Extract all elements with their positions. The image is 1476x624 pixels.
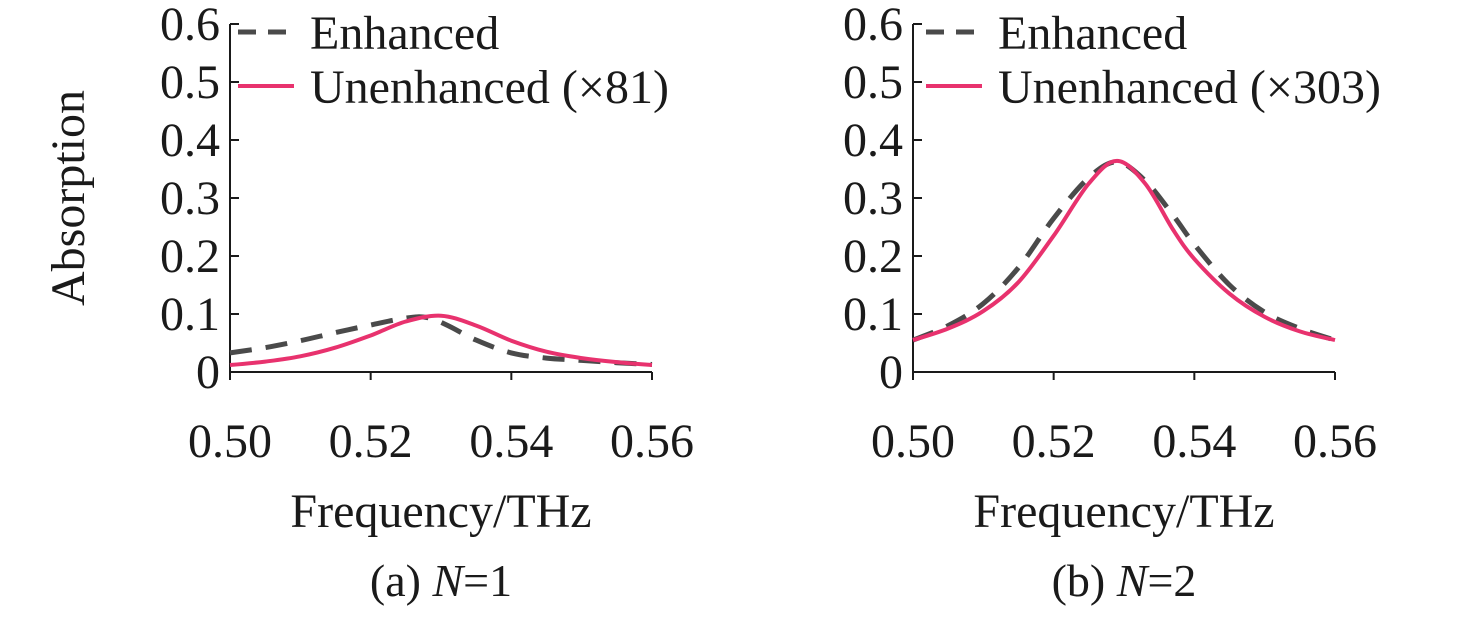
x-tick-label: 0.56 [610, 415, 694, 468]
x-tick-label: 0.54 [1152, 415, 1236, 468]
y-tick-label: 0.1 [160, 288, 220, 341]
x-axis-title: Frequency/THz [290, 485, 591, 538]
legend-label: Unenhanced (×81) [310, 61, 669, 114]
x-tick-label: 0.52 [329, 415, 413, 468]
caption-variable: N [431, 555, 465, 606]
y-tick-label: 0.2 [843, 230, 903, 283]
caption-prefix: (a) [370, 555, 433, 606]
y-tick-label: 0.1 [843, 288, 903, 341]
y-tick-label: 0.5 [160, 56, 220, 109]
x-tick-label: 0.50 [188, 415, 272, 468]
y-tick-label: 0.5 [843, 56, 903, 109]
x-tick-label: 0.54 [469, 415, 553, 468]
legend-label: Unenhanced (×303) [998, 61, 1381, 114]
x-tick-label: 0.50 [871, 415, 955, 468]
panel-a: 00.10.20.30.40.50.6 0.50 0.52 0.54 0.56 Frequ… [42, 0, 694, 606]
y-tick-label: 0.2 [160, 230, 220, 283]
y-tick-label: 0.4 [843, 114, 903, 167]
y-tick-label: 0.3 [160, 172, 220, 225]
panel-b: 00.10.20.30.40.50.6 0.50 0.52 0.54 0.56 Frequ… [843, 0, 1381, 606]
caption-suffix: =2 [1147, 555, 1196, 606]
legend-label: Enhanced [310, 7, 499, 60]
legend-label: Enhanced [998, 7, 1187, 60]
caption-variable: N [1116, 555, 1150, 606]
y-tick-label: 0 [879, 346, 903, 399]
y-tick-label: 0.6 [843, 0, 903, 51]
panel-caption: (b) N=2 [1052, 555, 1197, 606]
x-tick-label: 0.52 [1012, 415, 1096, 468]
caption-prefix: (b) [1052, 555, 1117, 606]
y-tick-label: 0.4 [160, 114, 220, 167]
y-tick-label: 0.3 [843, 172, 903, 225]
y-tick-label: 0 [196, 346, 220, 399]
caption-suffix: =1 [463, 555, 512, 606]
x-axis-title: Frequency/THz [973, 485, 1274, 538]
panel-caption: (a) N=1 [370, 555, 512, 606]
y-tick-label: 0.6 [160, 0, 220, 51]
series-line-unenhanced [912, 158, 1336, 343]
x-tick-label: 0.56 [1293, 415, 1377, 468]
y-axis-title: Absorption [42, 90, 95, 306]
series-line-unenhanced [229, 313, 653, 367]
series-line-enhanced [229, 314, 653, 367]
